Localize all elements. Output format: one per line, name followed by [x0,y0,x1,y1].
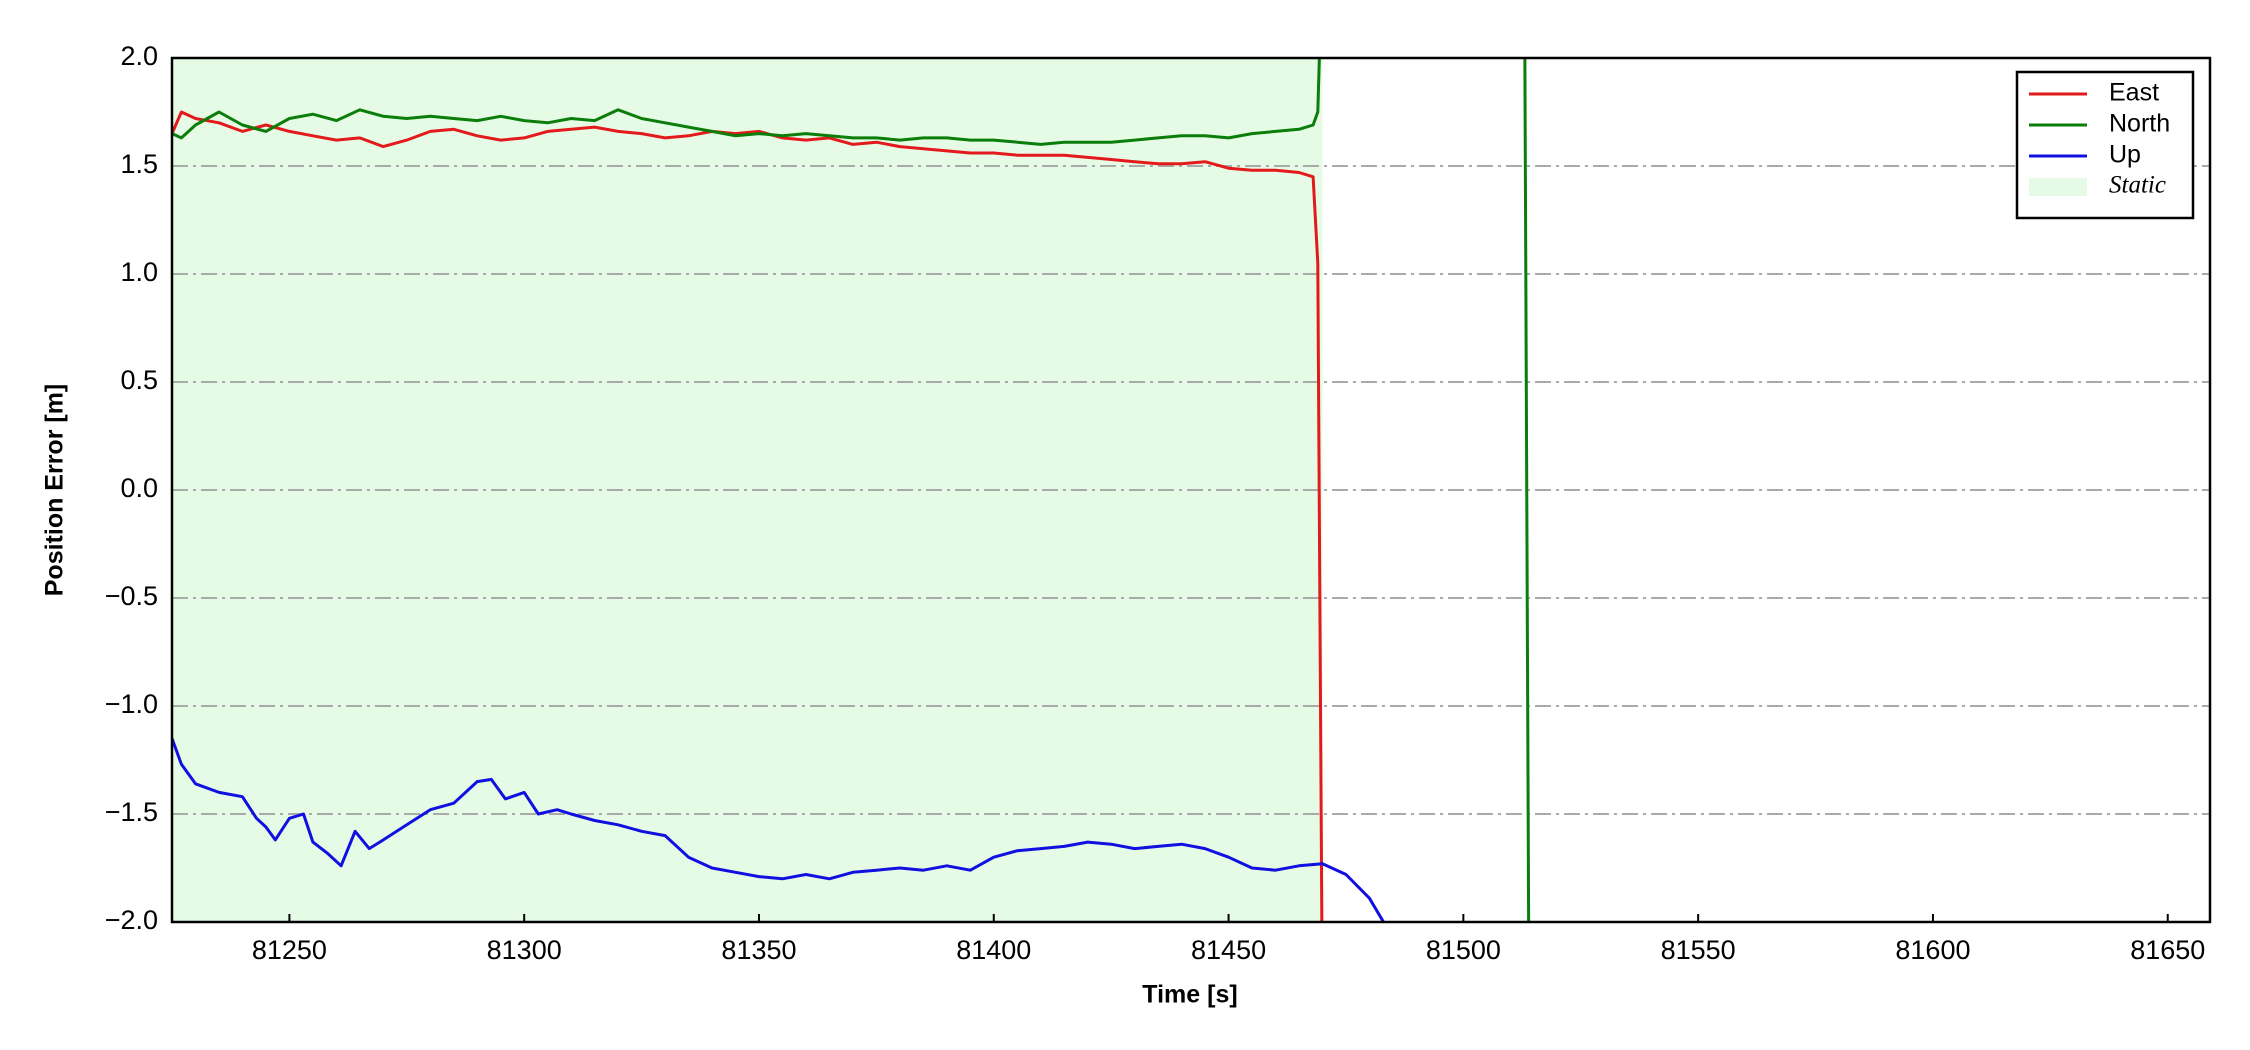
y-tick-label: 2.0 [120,41,158,71]
static-region [172,58,1323,922]
legend-swatch [2029,178,2087,196]
plot-lines [172,58,1531,922]
y-tick-label: 1.0 [120,257,158,287]
series-line [172,58,1531,922]
y-tick-label: −1.5 [105,797,158,827]
y-axis-title: Position Error [m] [41,384,69,597]
x-tick-label: 81500 [1426,935,1501,965]
legend-label: North [2109,110,2170,138]
y-tick-label: −2.0 [105,905,158,935]
x-tick-label: 81550 [1661,935,1736,965]
y-tick-label: 1.5 [120,149,158,179]
x-tick-label: 81300 [487,935,562,965]
legend-label: Up [2109,141,2141,169]
x-axis-title: Time [s] [1142,981,1237,1009]
x-tick-label: 81400 [956,935,1031,965]
legend-label: East [2109,79,2159,107]
x-tick-label: 81650 [2130,935,2205,965]
plot-frame [170,56,2212,924]
x-tick-label: 81450 [1191,935,1266,965]
x-tick-label: 81350 [721,935,796,965]
series-line [172,737,1386,922]
x-tick-label: 81600 [1895,935,1970,965]
legend-label: Static [2109,172,2166,199]
y-tick-label: −0.5 [105,581,158,611]
y-tick-label: −1.0 [105,689,158,719]
y-tick-label: 0.0 [120,473,158,503]
x-tick-label: 81250 [252,935,327,965]
series-line [172,110,1324,922]
y-tick-label: 0.5 [120,365,158,395]
